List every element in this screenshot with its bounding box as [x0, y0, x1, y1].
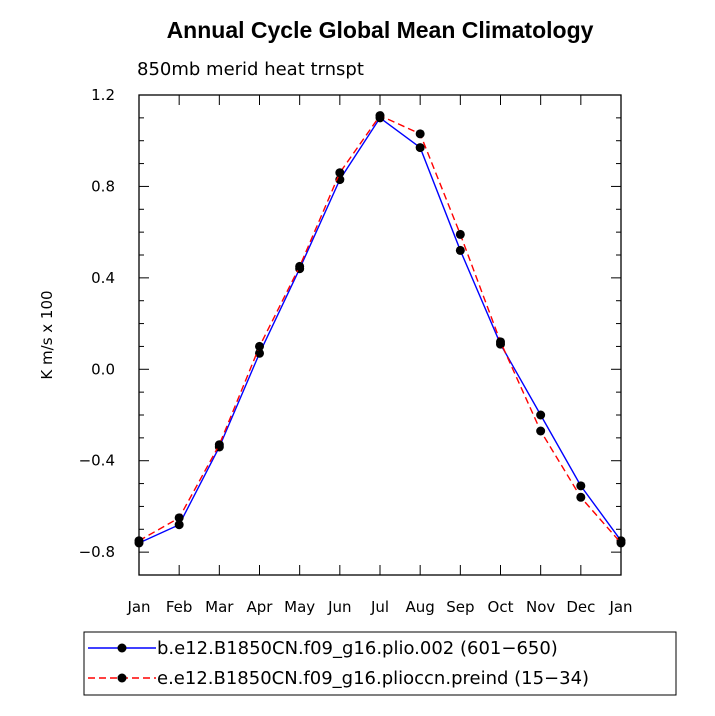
x-tick-label: Mar: [205, 598, 234, 616]
x-tick-label: Jan: [608, 598, 632, 616]
legend-label-2: e.e12.B1850CN.f09_g16.plioccn.preind (15…: [157, 668, 589, 689]
series-2-point: [375, 111, 385, 121]
series-2-point: [536, 426, 546, 436]
x-tick-label: Dec: [566, 598, 595, 616]
x-tick-label: Aug: [406, 598, 435, 616]
legend-marker-1: [117, 643, 127, 653]
series-2-point: [455, 229, 465, 239]
chart-subtitle: 850mb merid heat trnspt: [137, 59, 364, 80]
x-tick-label: Jun: [327, 598, 351, 616]
series-1-point: [536, 410, 546, 420]
x-tick-label: Nov: [526, 598, 555, 616]
x-tick-label: Feb: [166, 598, 193, 616]
series-2-point: [335, 168, 345, 178]
y-tick-label: 1.2: [91, 86, 115, 104]
series-1-point: [255, 348, 264, 358]
series-2-point: [255, 341, 264, 351]
x-tick-label: Jan: [126, 598, 150, 616]
x-tick-label: Jul: [370, 598, 389, 616]
y-tick-label: −0.8: [79, 543, 115, 561]
series-1-point: [174, 520, 184, 530]
series-1-point: [455, 245, 465, 255]
legend-label-1: b.e12.B1850CN.f09_g16.plio.002 (601−650): [157, 638, 558, 659]
chart-title: Annual Cycle Global Mean Climatology: [167, 17, 594, 43]
series-1-point: [576, 481, 586, 491]
y-tick-label: 0.8: [91, 177, 115, 195]
series-2-point: [415, 129, 425, 139]
legend-marker-2: [117, 673, 127, 683]
series-2-point: [174, 513, 184, 523]
y-axis-label: K m/s x 100: [38, 290, 56, 379]
series-2-point: [295, 261, 305, 271]
x-tick-label: Oct: [488, 598, 514, 616]
series-line-1: [138, 116, 622, 544]
series-2-point: [576, 492, 586, 502]
series-2-point: [496, 337, 505, 347]
series-1-point: [415, 143, 425, 153]
legend-box: [83, 631, 677, 696]
x-tick-label: May: [284, 598, 315, 616]
y-tick-label: −0.4: [79, 452, 115, 470]
y-tick-label: 0.0: [91, 360, 115, 378]
plot-frame: [138, 94, 622, 576]
x-tick-label: Sep: [446, 598, 474, 616]
y-tick-label: 0.4: [91, 269, 115, 287]
x-tick-label: Apr: [247, 598, 274, 616]
series-line-2: [138, 114, 622, 544]
series-2-point: [214, 440, 224, 450]
